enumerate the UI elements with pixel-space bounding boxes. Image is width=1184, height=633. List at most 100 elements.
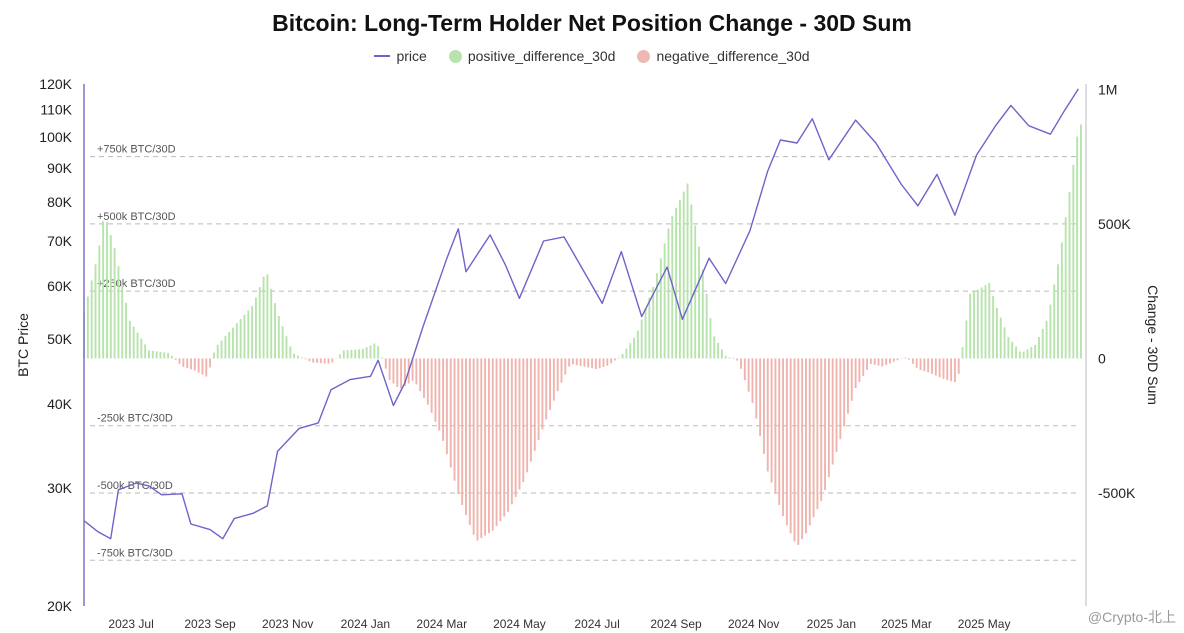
positive-bar <box>698 246 700 359</box>
positive-bar <box>128 320 131 359</box>
negative-bar <box>789 358 792 534</box>
x-tick-label: 2023 Sep <box>184 617 236 631</box>
negative-bar <box>572 358 574 365</box>
positive-bar <box>235 323 238 359</box>
negative-bar <box>484 358 487 536</box>
negative-bar <box>606 358 609 366</box>
negative-bar <box>426 358 429 405</box>
reference-line-label: +750k BTC/30D <box>97 144 176 156</box>
negative-bar <box>457 358 460 494</box>
negative-bar <box>934 358 937 376</box>
x-tick-label: 2024 Nov <box>728 617 779 631</box>
positive-bar <box>969 293 972 359</box>
negative-bar <box>568 358 571 367</box>
negative-bar <box>522 358 525 483</box>
positive-bar <box>629 343 632 359</box>
positive-bar <box>636 330 639 359</box>
negative-bar <box>774 358 777 494</box>
positive-bar <box>1026 349 1029 359</box>
negative-bar <box>824 358 826 490</box>
positive-bar <box>247 310 250 359</box>
x-tick-label: 2025 May <box>958 617 1011 631</box>
negative-bar <box>854 358 857 389</box>
legend-label-positive: positive_difference_30d <box>467 48 616 64</box>
right-axis-title: Change - 30D Sum <box>1145 285 1161 405</box>
legend-item-positive[interactable]: positive_difference_30d <box>448 48 616 64</box>
negative-bar <box>759 358 762 437</box>
negative-bar <box>782 358 784 517</box>
right-tick-label: 0 <box>1098 350 1106 366</box>
negative-bar <box>778 358 781 505</box>
right-tick-label: -500K <box>1098 485 1136 501</box>
negative-bar <box>801 358 804 540</box>
negative-bar <box>526 358 529 473</box>
x-tick-label: 2024 May <box>493 617 546 631</box>
positive-bar <box>694 225 697 359</box>
positive-bar <box>659 258 662 359</box>
chart-legend: price positive_difference_30d negative_d… <box>0 48 1184 64</box>
positive-bar <box>239 318 242 359</box>
positive-bar <box>369 345 372 359</box>
right-tick-label: 1M <box>1098 81 1117 97</box>
legend-item-negative[interactable]: negative_difference_30d <box>637 48 810 64</box>
positive-bar <box>113 248 116 359</box>
negative-bar <box>415 358 418 385</box>
positive-bar <box>988 283 991 359</box>
negative-bar <box>209 358 212 368</box>
positive-bar <box>266 274 269 359</box>
negative-bar <box>434 358 437 422</box>
positive-bar <box>300 357 303 359</box>
negative-bar <box>908 358 911 360</box>
reference-line-label: -500k BTC/30D <box>97 480 173 492</box>
positive-bar <box>705 293 708 359</box>
negative-bar <box>877 358 880 366</box>
positive-bar <box>1049 304 1052 359</box>
positive-bar <box>90 280 93 359</box>
negative-bar <box>804 358 807 534</box>
positive-bar <box>1057 264 1059 359</box>
negative-bar <box>820 358 823 502</box>
negative-bar <box>529 358 532 462</box>
positive-bar <box>232 327 234 359</box>
positive-bar <box>682 191 685 359</box>
positive-bar <box>973 291 975 359</box>
positive-bar <box>1053 284 1056 359</box>
positive-bar <box>274 303 276 359</box>
legend-item-price[interactable]: price <box>374 48 427 64</box>
negative-bar <box>812 358 815 518</box>
negative-bar <box>583 358 586 367</box>
positive-bar <box>625 348 628 359</box>
positive-bar <box>965 320 968 359</box>
positive-bar <box>701 269 704 359</box>
negative-bar <box>396 358 399 388</box>
negative-bar <box>564 358 567 375</box>
positive-bar <box>678 199 681 359</box>
legend-label-negative: negative_difference_30d <box>656 48 810 64</box>
left-tick-label: 20K <box>47 598 73 614</box>
positive-bar <box>109 235 112 359</box>
positive-bar <box>961 347 964 359</box>
positive-bar <box>254 297 257 359</box>
positive-bar <box>144 344 147 359</box>
positive-bar <box>167 352 170 359</box>
negative-bar <box>900 358 903 359</box>
positive-bar <box>132 326 135 359</box>
reference-line-label: -750k BTC/30D <box>97 547 173 559</box>
positive-bar <box>270 288 273 359</box>
negative-bar <box>430 358 433 413</box>
negative-bar <box>850 358 853 401</box>
positive-bar <box>106 221 108 359</box>
positive-bar <box>992 296 995 359</box>
positive-bar <box>640 319 643 359</box>
negative-bar <box>957 358 960 374</box>
positive-bar <box>709 318 712 359</box>
negative-bar <box>797 358 800 545</box>
positive-bar <box>713 336 716 359</box>
positive-bar <box>102 221 105 359</box>
reference-line-label: -250k BTC/30D <box>97 413 173 425</box>
left-tick-label: 50K <box>47 331 73 347</box>
positive-bar <box>377 346 380 359</box>
positive-bar <box>1030 347 1033 359</box>
negative-bar <box>770 358 773 483</box>
